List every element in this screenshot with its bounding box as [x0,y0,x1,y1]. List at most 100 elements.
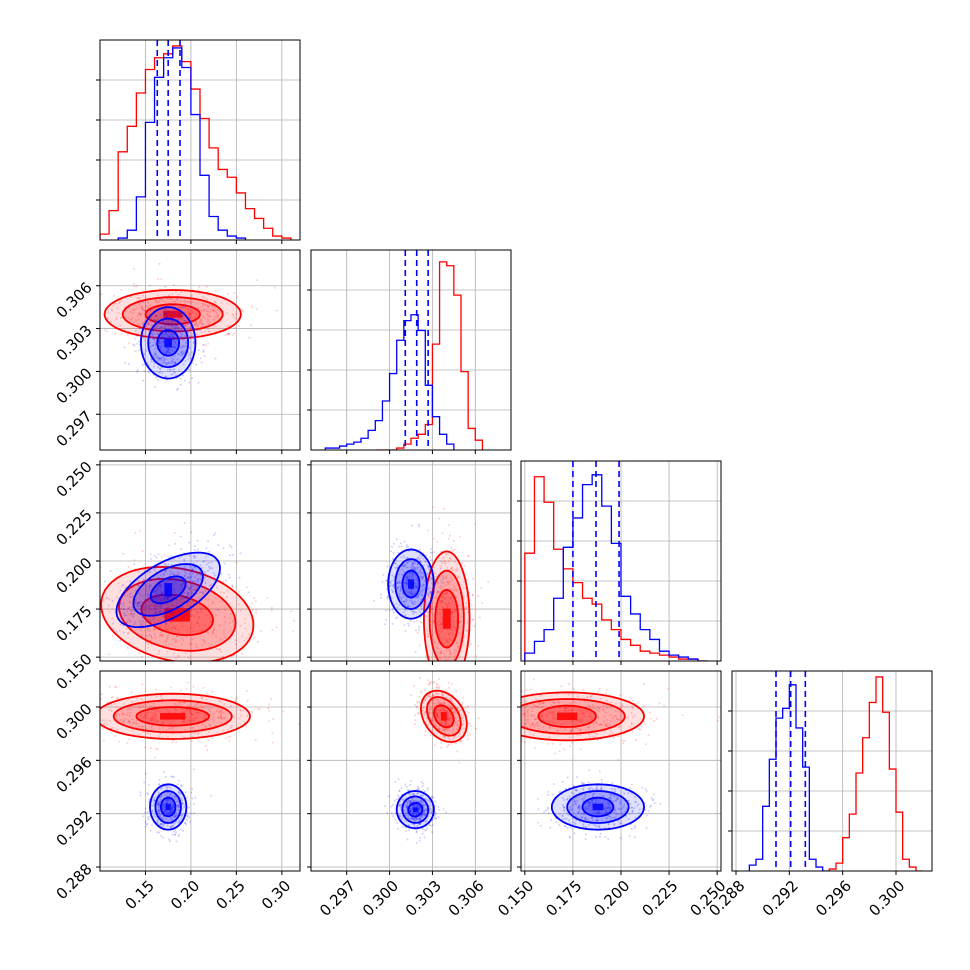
sample-point [183,323,185,326]
sample-point [140,306,142,309]
sample-point [191,637,194,640]
sample-point [153,621,156,624]
sample-point [228,544,231,547]
sample-point [512,718,514,720]
sample-point [170,807,173,810]
sample-point [449,677,451,679]
sample-point [442,652,445,655]
sample-point [500,716,502,718]
sample-point [127,719,130,722]
sample-point [147,646,150,649]
sample-point [466,706,469,709]
sample-point [156,821,159,824]
sample-point [273,286,276,289]
sample-point [211,630,214,633]
sample-point [218,711,221,714]
sample-point [418,807,421,810]
sample-point [147,711,150,714]
sample-point [153,799,156,802]
sample-point [409,801,412,804]
sample-point [163,803,165,806]
sample-point [422,583,425,586]
sample-point [169,314,172,316]
sample-point [630,723,633,725]
sample-point [421,587,424,590]
sample-point [135,697,138,700]
sample-point [417,558,420,561]
sample-point [444,722,447,725]
sample-point [448,715,451,717]
sample-point [424,804,427,807]
sample-point [191,362,194,365]
sample-point [424,561,427,563]
sample-point [137,579,140,582]
sample-point [192,726,194,729]
sample-point [159,800,162,803]
sample-point [171,327,174,329]
sample-point [412,804,415,807]
sample-point [226,588,229,591]
sample-point [159,610,162,612]
sample-point [218,699,221,702]
sample-point [179,383,182,386]
sample-point [456,641,459,644]
sample-point [164,801,167,804]
sample-point [426,789,429,792]
sample-point [405,785,408,788]
sample-point [149,815,151,818]
sample-point [471,594,474,596]
sample-point [393,576,395,579]
sample-point [533,705,536,707]
sample-point [140,629,143,631]
sample-point [148,610,151,613]
sample-point [397,573,400,576]
sample-point [203,355,206,357]
sample-point [390,805,393,808]
sample-point [226,303,229,305]
sample-point [430,811,433,814]
sample-point [159,371,162,374]
sample-point [539,714,541,717]
sample-point [229,554,232,557]
sample-point [440,550,443,553]
blue-contour [149,575,187,605]
sample-point [443,729,446,731]
sample-point [424,601,427,604]
sample-point [188,541,191,544]
sample-point [214,532,217,535]
sample-point [399,587,402,590]
sample-point [162,802,165,805]
sample-point [163,553,166,556]
sample-point [223,562,226,565]
sample-point [188,820,191,823]
sample-point [183,591,186,594]
sample-point [117,582,120,585]
sample-point [447,633,450,636]
sample-point [95,312,97,314]
sample-point [427,683,430,686]
sample-point [137,592,140,595]
sample-point [161,335,164,338]
sample-point [204,724,207,727]
sample-point [166,314,169,317]
sample-point [192,580,194,583]
sample-point [423,618,426,621]
sample-point [407,816,410,819]
sample-point [192,720,195,722]
sample-point [175,624,178,627]
sample-point [422,794,425,797]
sample-point [462,644,465,647]
sample-point [160,795,163,798]
sample-point [441,663,443,665]
sample-point [157,294,159,297]
sample-point [239,624,242,627]
sample-point [214,574,216,577]
sample-point [220,638,222,641]
sample-point [188,314,191,317]
sample-point [159,801,162,804]
sample-point [448,738,451,741]
sample-point [190,301,193,304]
blue-contour [149,783,188,831]
sample-point [141,323,144,326]
sample-point [143,353,146,356]
